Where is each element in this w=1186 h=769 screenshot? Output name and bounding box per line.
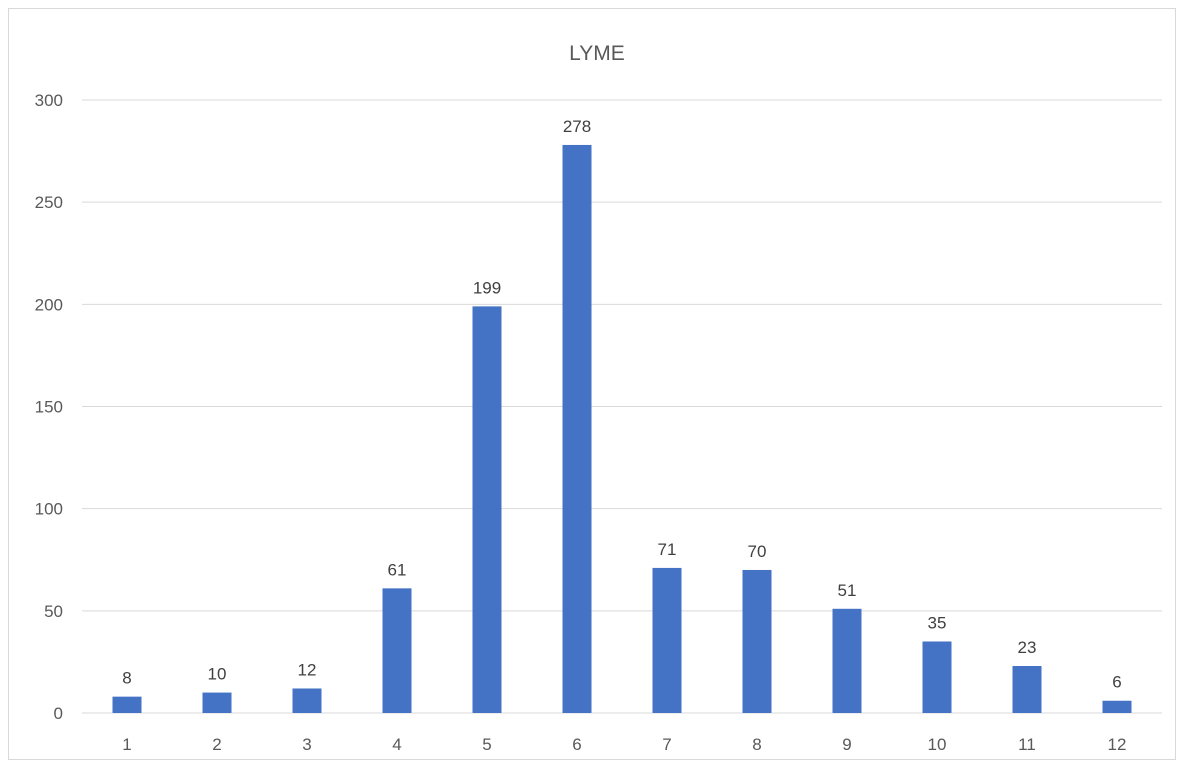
x-tick-label: 6 bbox=[572, 735, 581, 754]
data-label: 278 bbox=[563, 117, 591, 136]
data-label: 199 bbox=[473, 278, 501, 297]
chart-frame bbox=[8, 8, 1176, 760]
x-tick-label: 10 bbox=[928, 735, 947, 754]
gridlines bbox=[82, 99, 1162, 714]
data-label: 8 bbox=[122, 669, 131, 688]
x-tick-label: 7 bbox=[662, 735, 671, 754]
y-tick-label: 200 bbox=[35, 295, 63, 314]
bar bbox=[562, 144, 592, 713]
bar bbox=[472, 306, 502, 713]
bar bbox=[922, 641, 952, 713]
data-label: 51 bbox=[838, 581, 857, 600]
y-axis-ticks: 0 50 100 150 200 250 300 bbox=[35, 91, 63, 723]
x-tick-label: 8 bbox=[752, 735, 761, 754]
data-labels: 8 10 12 61 199 278 71 70 51 35 23 6 bbox=[122, 117, 1121, 692]
x-tick-label: 3 bbox=[302, 735, 311, 754]
bar bbox=[112, 696, 142, 713]
y-tick-label: 250 bbox=[35, 193, 63, 212]
y-tick-label: 300 bbox=[35, 91, 63, 110]
x-tick-label: 4 bbox=[392, 735, 401, 754]
x-tick-label: 11 bbox=[1018, 735, 1036, 754]
bar bbox=[382, 588, 412, 713]
bar bbox=[1102, 700, 1132, 713]
x-tick-label: 1 bbox=[122, 735, 131, 754]
x-tick-label: 12 bbox=[1108, 735, 1127, 754]
bar bbox=[292, 688, 322, 713]
bar bbox=[742, 569, 772, 713]
bars bbox=[112, 144, 1132, 713]
bar bbox=[1012, 666, 1042, 713]
data-label: 35 bbox=[928, 613, 947, 632]
x-tick-label: 9 bbox=[842, 735, 851, 754]
data-label: 6 bbox=[1112, 673, 1121, 692]
bar bbox=[832, 608, 862, 713]
x-tick-label: 5 bbox=[482, 735, 491, 754]
bar bbox=[652, 567, 682, 713]
data-label: 71 bbox=[658, 540, 677, 559]
bar bbox=[202, 692, 232, 713]
y-tick-label: 150 bbox=[35, 398, 63, 417]
chart-title: LYME bbox=[569, 42, 625, 65]
x-tick-label: 2 bbox=[212, 735, 221, 754]
y-tick-label: 100 bbox=[35, 500, 63, 519]
x-axis-ticks: 1 2 3 4 5 6 7 8 9 10 11 12 bbox=[122, 735, 1126, 754]
data-label: 23 bbox=[1018, 638, 1037, 657]
data-label: 12 bbox=[298, 660, 317, 679]
data-label: 10 bbox=[208, 665, 227, 684]
y-tick-label: 0 bbox=[54, 704, 63, 723]
data-label: 61 bbox=[388, 560, 407, 579]
y-tick-label: 50 bbox=[44, 602, 63, 621]
data-label: 70 bbox=[748, 542, 767, 561]
